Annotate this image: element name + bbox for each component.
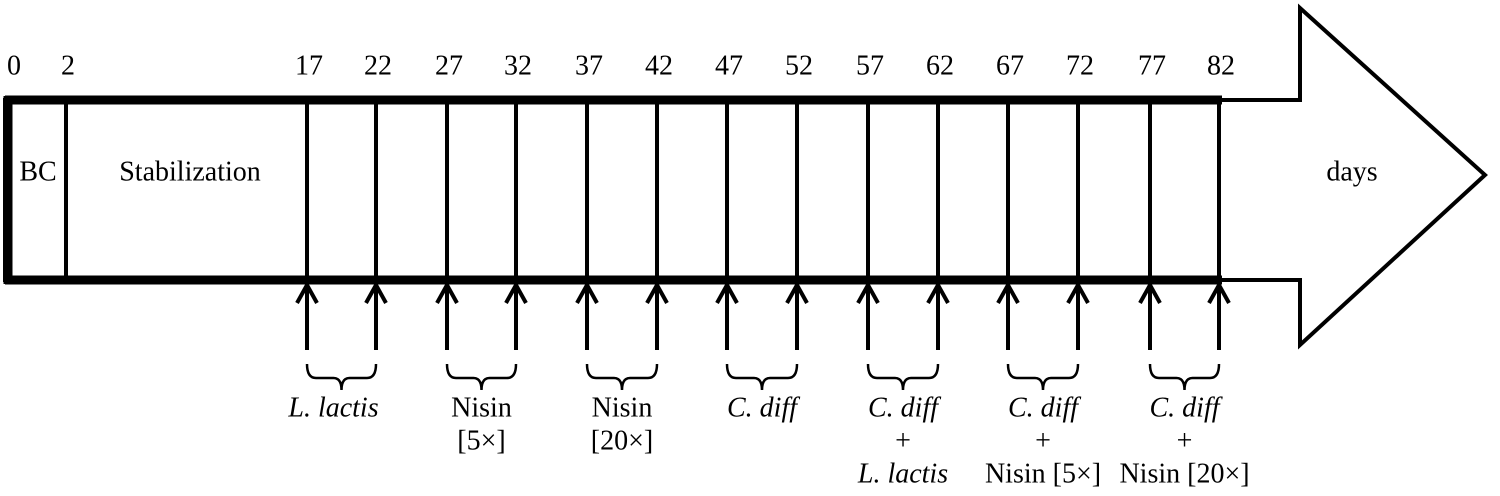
- brace: [1148, 363, 1221, 391]
- day-label: 27: [435, 50, 463, 81]
- treatment-label: L. lactis: [287, 392, 378, 423]
- brace: [445, 363, 518, 391]
- dose-arrowhead: [926, 280, 950, 304]
- dose-arrowhead: [295, 280, 319, 304]
- day-label: 52: [785, 50, 813, 81]
- treatment-label: C. diff: [868, 392, 941, 423]
- day-label: 82: [1207, 50, 1235, 81]
- treatment-label: Nisin [5×]: [985, 458, 1101, 489]
- treatment-label: +: [1035, 425, 1051, 456]
- day-label: 72: [1066, 50, 1094, 81]
- day-label: 67: [996, 50, 1024, 81]
- dose-arrowhead: [504, 280, 528, 304]
- day-label: 42: [645, 50, 673, 81]
- day-label: 37: [575, 50, 603, 81]
- treatment-label: C. diff: [727, 392, 800, 423]
- timeline-body: [3, 95, 1222, 285]
- unit-label: days: [1326, 156, 1377, 187]
- dose-arrowhead: [715, 280, 739, 304]
- day-label: 32: [504, 50, 532, 81]
- day-label: 22: [364, 50, 392, 81]
- treatment-label: Nisin [20×]: [1119, 458, 1249, 489]
- treatment-label: L. lactis: [857, 458, 948, 489]
- brace: [725, 363, 799, 391]
- markers: 0 2 17 22 27 32 37 42 47 52 57 62 67 72 77 82 L. lactis N…: [7, 50, 1250, 489]
- dose-arrowhead: [364, 280, 388, 304]
- day-label: 57: [856, 50, 884, 81]
- day-label: 17: [295, 50, 323, 81]
- day-label: 77: [1138, 50, 1166, 81]
- day-label: 2: [61, 50, 75, 81]
- dose-arrowhead: [645, 280, 669, 304]
- treatment-label: Nisin: [592, 392, 653, 423]
- dose-arrowhead: [785, 280, 809, 304]
- dose-arrowhead: [435, 280, 459, 304]
- treatment-label: C. diff: [1149, 392, 1222, 423]
- treatment-label: +: [895, 425, 911, 456]
- brace: [866, 363, 940, 391]
- treatment-label: +: [1177, 425, 1193, 456]
- segment-label: BC: [19, 156, 56, 187]
- day-label: 62: [926, 50, 954, 81]
- segment-label: Stabilization: [119, 156, 261, 187]
- brace: [1006, 363, 1080, 391]
- treatment-label: [20×]: [591, 425, 653, 456]
- dose-arrowhead: [856, 280, 880, 304]
- dose-arrowhead: [1138, 280, 1162, 304]
- treatment-label: Nisin: [451, 392, 512, 423]
- day-label: 0: [7, 50, 21, 81]
- dose-arrowhead: [996, 280, 1020, 304]
- day-label: 47: [715, 50, 743, 81]
- dose-arrowhead: [575, 280, 599, 304]
- dose-arrowhead: [1207, 280, 1231, 304]
- treatment-label: C. diff: [1008, 392, 1081, 423]
- treatment-label: [5×]: [457, 425, 505, 456]
- brace: [585, 363, 659, 391]
- dose-arrowhead: [1066, 280, 1090, 304]
- brace: [305, 363, 378, 391]
